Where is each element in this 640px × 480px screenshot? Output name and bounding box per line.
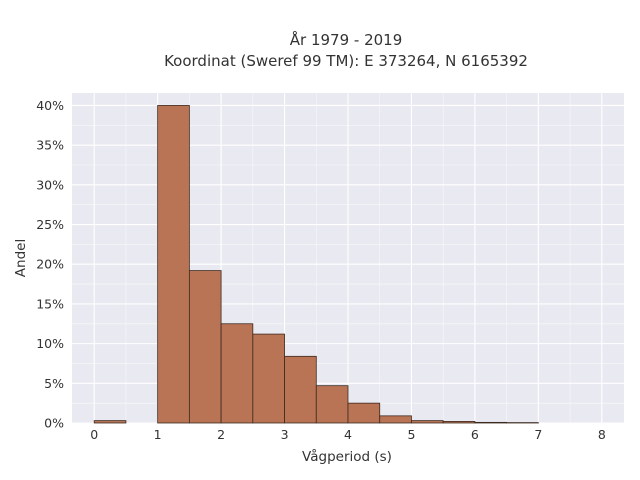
x-tick-label: 4 (344, 427, 352, 442)
histogram-bar (284, 355, 317, 424)
chart-title: År 1979 - 2019 (290, 30, 403, 49)
y-tick-label: 10% (36, 336, 64, 351)
histogram-bar (474, 421, 508, 424)
histogram-bar (347, 402, 381, 424)
histogram-bar (252, 333, 285, 424)
histogram-bar (379, 415, 412, 424)
histogram-bars (93, 105, 539, 424)
histogram-bar (188, 270, 222, 424)
x-tick-label: 7 (534, 427, 542, 442)
histogram-bar (157, 105, 190, 424)
histogram-bar (220, 323, 254, 424)
y-axis-title: Andel (13, 239, 29, 277)
histogram-bar (93, 420, 127, 424)
y-tick-label: 30% (36, 177, 64, 192)
x-axis-ticks: 0 1 2 3 4 5 6 7 8 (90, 427, 606, 442)
x-axis-title: Vågperiod (s) (302, 448, 392, 465)
y-axis-ticks: 0% 5% 10% 15% 20% 25% 30% 35% 40% (36, 98, 64, 431)
x-tick-label: 1 (154, 427, 162, 442)
y-tick-label: 25% (36, 217, 64, 232)
histogram-bar (315, 385, 349, 424)
chart-subtitle: Koordinat (Sweref 99 TM): E 373264, N 61… (164, 52, 528, 70)
histogram-bar (411, 420, 444, 424)
x-tick-label: 2 (217, 427, 225, 442)
x-tick-label: 0 (90, 427, 98, 442)
x-tick-label: 8 (598, 427, 606, 442)
x-tick-label: 6 (471, 427, 479, 442)
y-tick-label: 35% (36, 138, 64, 153)
y-tick-label: 20% (36, 257, 64, 272)
y-tick-label: 40% (36, 98, 64, 113)
histogram-bar (442, 421, 476, 424)
x-tick-label: 5 (407, 427, 415, 442)
x-tick-label: 3 (281, 427, 289, 442)
y-tick-label: 15% (36, 296, 64, 311)
y-tick-label: 0% (44, 416, 64, 431)
y-tick-label: 5% (44, 376, 64, 391)
